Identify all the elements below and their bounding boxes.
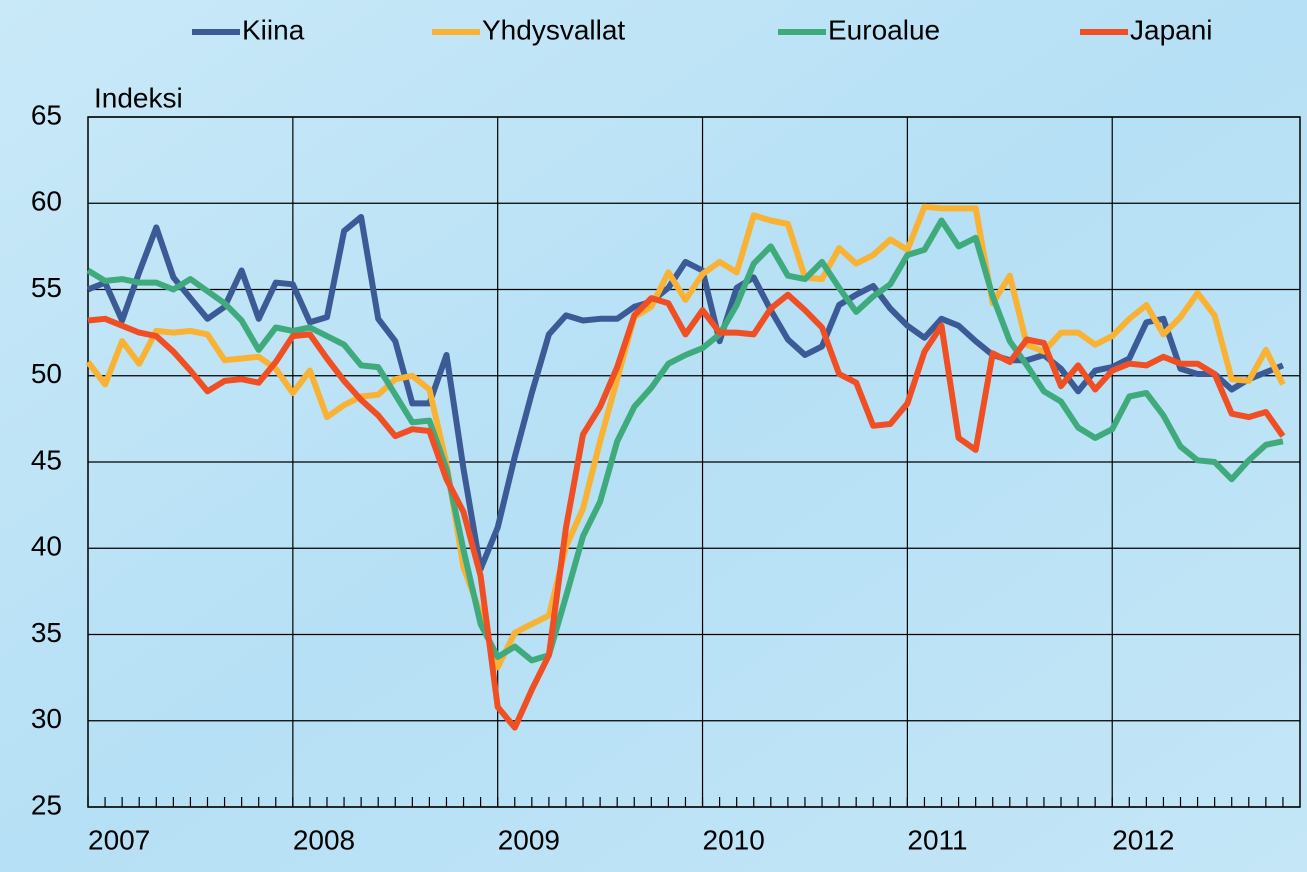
- y-tick-label: 60: [31, 186, 62, 217]
- y-tick-label: 30: [31, 703, 62, 734]
- y-tick-label: 40: [31, 531, 62, 562]
- series-line: [87, 291, 1286, 731]
- x-tick-label: 2007: [88, 824, 150, 855]
- x-tick-label: 2009: [498, 824, 560, 855]
- y-tick-label: 65: [31, 99, 62, 130]
- y-tick-label: 35: [31, 617, 62, 648]
- y-tick-label: 55: [31, 272, 62, 303]
- y-tick-label: 25: [31, 789, 62, 820]
- y-axis-label: Indeksi: [94, 82, 183, 113]
- x-tick-label: 2008: [293, 824, 355, 855]
- y-tick-label: 45: [31, 444, 62, 475]
- x-tick-label: 2012: [1112, 824, 1174, 855]
- y-tick-label: 50: [31, 358, 62, 389]
- series-line: [85, 203, 1286, 671]
- legend-label: Euroalue: [828, 14, 940, 45]
- legend-label: Japani: [1130, 14, 1213, 45]
- series-line: [86, 214, 1285, 572]
- series-line: [86, 217, 1284, 664]
- legend-label: Yhdysvallat: [482, 14, 625, 45]
- x-tick-label: 2011: [907, 824, 967, 855]
- x-tick-label: 2010: [703, 824, 765, 855]
- legend-label: Kiina: [242, 14, 305, 45]
